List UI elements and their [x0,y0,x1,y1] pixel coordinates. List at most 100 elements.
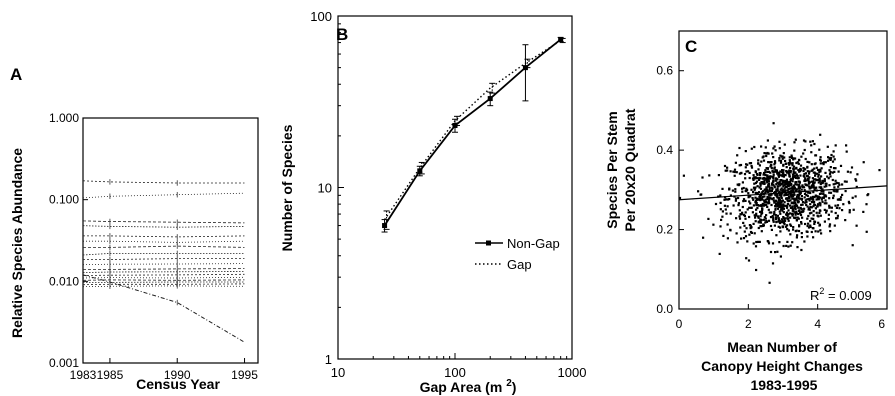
panel-c-scatter-point [800,248,803,252]
panel-c-scatter-point [765,220,769,223]
panel-c-scatter-point [778,198,781,201]
panel-c-scatter-point [764,200,768,203]
panel-c-scatter-point [816,214,819,217]
panel-c-scatter-point [787,217,790,220]
panel-c-scatter-point [800,232,803,235]
panel-c-scatter-point [755,212,758,215]
panel-c-scatter-point [764,188,767,191]
panel-c-scatter-point [747,259,751,262]
panel-c-scatter-point [832,194,835,197]
panel-c-scatter-point [787,171,790,174]
panel-c-scatter-point [800,188,803,191]
panel-c-scatter-point [767,184,770,187]
panel-c-scatter-point [817,173,820,176]
panel-c-scatter-point [791,241,794,244]
panel-c-scatter-point [778,171,781,174]
panel-c-scatter-point [771,198,774,201]
panel-c-y-tick-label: 0.6 [656,64,673,78]
panel-c-scatter-point [764,190,767,193]
panel-b-plot-frame [337,15,573,360]
panel-c-scatter-point [778,190,781,193]
panel-c-scatter-point [767,200,770,203]
panel-c-scatter-point [817,221,820,224]
panel-c-scatter-point [791,186,794,189]
panel-c-scatter-point [743,224,746,227]
panel-c-scatter-point [752,242,755,245]
panel-a-y-tick-label: 0.001 [49,356,79,370]
panel-a-y-axis-label: Relative Species Abundance [9,148,25,338]
panel-c-scatter-point [738,172,741,175]
panel-c-scatter-point [744,199,747,202]
panel-c-scatter-point [780,200,783,203]
panel-c-scatter-point [798,185,801,188]
panel-c-scatter-point [734,199,737,202]
panel-c-scatter-point [765,167,768,170]
panel-c-scatter-point [803,192,807,195]
panel-c-scatter-point [801,184,804,187]
panel-c-scatter-point [804,222,807,226]
panel-c-scatter-point [818,192,822,195]
panel-c-scatter-point [766,205,769,208]
panel-c-scatter-point [829,191,833,194]
panel-c-scatter-point [787,193,790,196]
panel-c-scatter-point [756,197,759,200]
panel-c-scatter-point [810,163,813,166]
panel-c-scatter-point [750,206,753,209]
panel-c-scatter-point [756,185,759,188]
panel-c-scatter-point [855,179,858,182]
panel-c-scatter-point [786,197,789,200]
panel-c-scatter-point [736,154,739,157]
panel-c-scatter-point [808,161,811,164]
panel-c-scatter-point [806,217,809,220]
panel-c-scatter-point [787,199,790,202]
panel-c-scatter-point [811,197,814,200]
panel-c-scatter-point [745,170,748,173]
panel-c-scatter-point [789,199,792,202]
panel-c-scatter-point [826,175,829,178]
panel-c-scatter-point [729,228,732,231]
panel-c-scatter-point [782,169,785,172]
panel-c-scatter-point [850,166,854,169]
panel-c-scatter-point [774,177,778,180]
panel-c-scatter-point [797,195,800,198]
panel-c-scatter-point [804,199,807,202]
panel-c-scatter-point [811,168,814,171]
panel-c-scatter-point [745,190,748,193]
panel-c-scatter-point [733,168,737,171]
panel-c-scatter-point [824,199,827,202]
panel-c-scatter-point [792,228,795,231]
panel-c-scatter-point [747,194,750,197]
panel-c-scatter-point [742,200,745,203]
panel-c-scatter-point [784,159,787,163]
panel-c-scatter-point [823,179,826,182]
panel-c-scatter-point [809,220,812,223]
panel-c-scatter-point [785,244,788,247]
panel-c-scatter-point [779,179,782,182]
panel-c-scatter-point [812,184,815,187]
panel-c-scatter-point [723,164,727,168]
r2-prefix: R [810,288,819,303]
panel-c-scatter-point [755,180,759,183]
panel-c-scatter-point [780,221,783,224]
r2-superscript: 2 [819,286,824,296]
panel-c-scatter-point [775,200,778,203]
panel-c-plot-frame [678,30,888,310]
panel-c-scatter-point [820,198,823,201]
panel-c-scatter-point [805,179,808,182]
panel-c-scatter-point [806,175,809,178]
panel-c-scatter-point [760,210,763,213]
panel-c-scatter-point [760,181,763,184]
panel-c-scatter-point [775,183,778,186]
panel-c-scatter-point [782,217,786,220]
panel-c-scatter-point [781,199,785,202]
panel-c-scatter-point [848,209,851,212]
panel-c-scatter-point [774,204,777,208]
panel-c-scatter-point [729,212,732,215]
panel-c-scatter-point [762,204,765,207]
panel-c-scatter-point [786,205,789,208]
panel-c-scatter-point [814,172,817,175]
panel-c-scatter-point [782,220,785,223]
panel-c-scatter-point [774,251,777,254]
panel-c-scatter-point [786,180,789,183]
